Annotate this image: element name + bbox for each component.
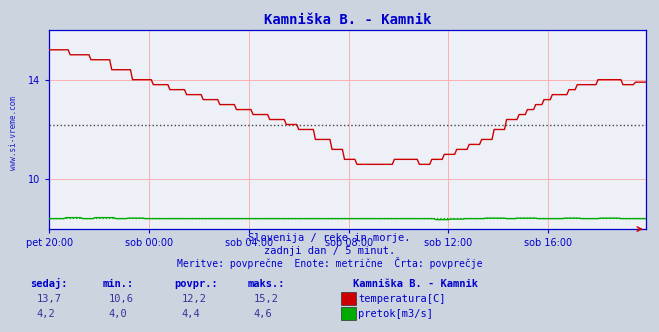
Text: 4,6: 4,6 <box>254 309 272 319</box>
Text: zadnji dan / 5 minut.: zadnji dan / 5 minut. <box>264 246 395 256</box>
Text: 15,2: 15,2 <box>254 294 279 304</box>
Text: Meritve: povprečne  Enote: metrične  Črta: povprečje: Meritve: povprečne Enote: metrične Črta:… <box>177 257 482 269</box>
Text: pretok[m3/s]: pretok[m3/s] <box>358 309 434 319</box>
Text: temperatura[C]: temperatura[C] <box>358 294 446 304</box>
Text: www.si-vreme.com: www.si-vreme.com <box>9 96 18 170</box>
Title: Kamniška B. - Kamnik: Kamniška B. - Kamnik <box>264 13 432 27</box>
Text: maks.:: maks.: <box>247 279 285 289</box>
Text: Kamniška B. - Kamnik: Kamniška B. - Kamnik <box>353 279 478 289</box>
Text: 13,7: 13,7 <box>36 294 61 304</box>
Text: Slovenija / reke in morje.: Slovenija / reke in morje. <box>248 233 411 243</box>
Text: 12,2: 12,2 <box>181 294 206 304</box>
Text: 4,2: 4,2 <box>36 309 55 319</box>
Text: sedaj:: sedaj: <box>30 278 67 289</box>
Text: 10,6: 10,6 <box>109 294 134 304</box>
Text: 4,0: 4,0 <box>109 309 127 319</box>
Text: min.:: min.: <box>102 279 133 289</box>
Text: povpr.:: povpr.: <box>175 279 218 289</box>
Text: 4,4: 4,4 <box>181 309 200 319</box>
